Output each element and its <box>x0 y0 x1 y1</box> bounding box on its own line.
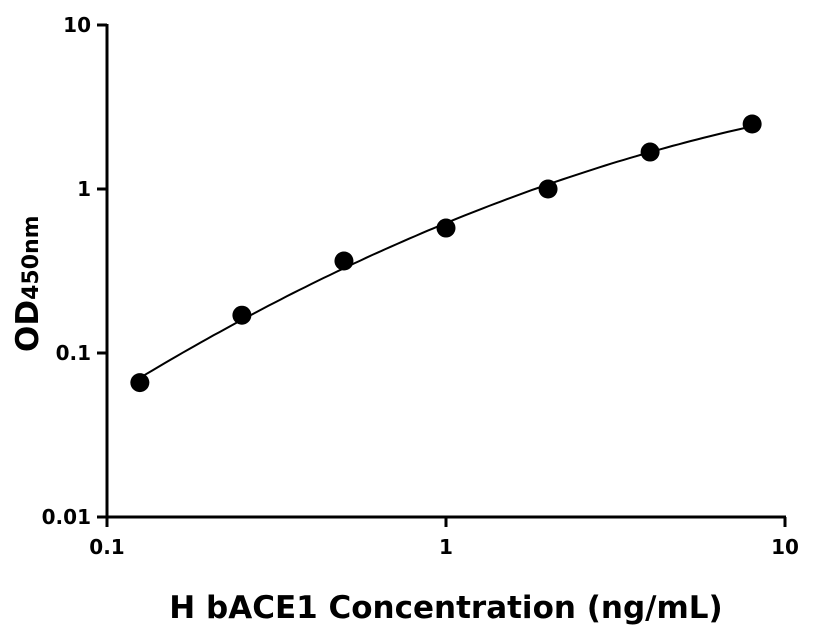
data-point <box>130 373 150 393</box>
data-point <box>436 218 456 238</box>
x-tick-label: 0.1 <box>89 535 124 559</box>
y-axis-label: OD450nm <box>10 215 46 352</box>
data-point <box>538 179 558 199</box>
fit-curve <box>139 125 753 379</box>
x-axis-label: H bACE1 Concentration (ng/mL) <box>169 590 722 626</box>
data-point <box>334 251 354 271</box>
y-tick-label: 10 <box>63 13 91 37</box>
x-tick-label: 10 <box>771 535 799 559</box>
y-tick-label: 1 <box>77 177 91 201</box>
x-tick-label: 1 <box>439 535 453 559</box>
data-point <box>742 114 762 134</box>
y-axis-label-subscript: 450nm <box>19 215 44 300</box>
data-point <box>232 305 252 325</box>
y-axis-label-main: OD <box>10 300 46 352</box>
data-point <box>640 142 660 162</box>
y-tick-label: 0.1 <box>56 341 91 365</box>
y-tick-label: 0.01 <box>42 505 91 529</box>
